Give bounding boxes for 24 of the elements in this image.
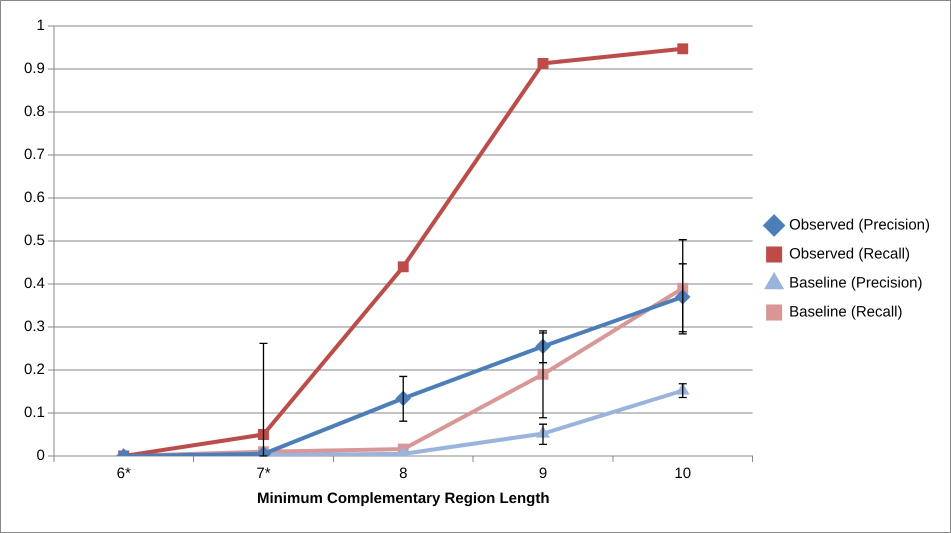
y-tick-label: 0.8 xyxy=(24,103,45,120)
x-tick-label: 8 xyxy=(399,465,408,482)
point xyxy=(538,58,548,69)
y-tick-label: 0.2 xyxy=(24,361,45,378)
y-tick-label: 0.6 xyxy=(24,189,45,206)
point xyxy=(677,43,688,54)
x-tick-label: 7* xyxy=(256,465,271,482)
legend-label: Observed (Recall) xyxy=(789,246,910,263)
y-tick-label: 0.4 xyxy=(24,275,45,292)
x-tick-label: 6* xyxy=(116,465,131,482)
legend-label: Baseline (Precision) xyxy=(789,274,923,292)
legend-label: Observed (Precision) xyxy=(789,216,930,234)
y-tick-label: 0.3 xyxy=(24,318,45,336)
y-tick-label: 0 xyxy=(36,447,45,464)
x-axis-title: Minimum Complementary Region Length xyxy=(256,490,550,508)
x-tick-label: 10 xyxy=(674,465,692,482)
point xyxy=(398,261,409,272)
y-tick-label: 0.9 xyxy=(24,60,45,78)
y-tick-label: 1 xyxy=(36,17,45,34)
legend-label: Baseline (Recall) xyxy=(789,304,903,321)
y-tick-label: 0.5 xyxy=(24,232,45,250)
x-tick-label: 9 xyxy=(538,465,548,482)
y-tick-label: 0.1 xyxy=(24,404,45,422)
y-tick-label: 0.7 xyxy=(24,146,45,164)
